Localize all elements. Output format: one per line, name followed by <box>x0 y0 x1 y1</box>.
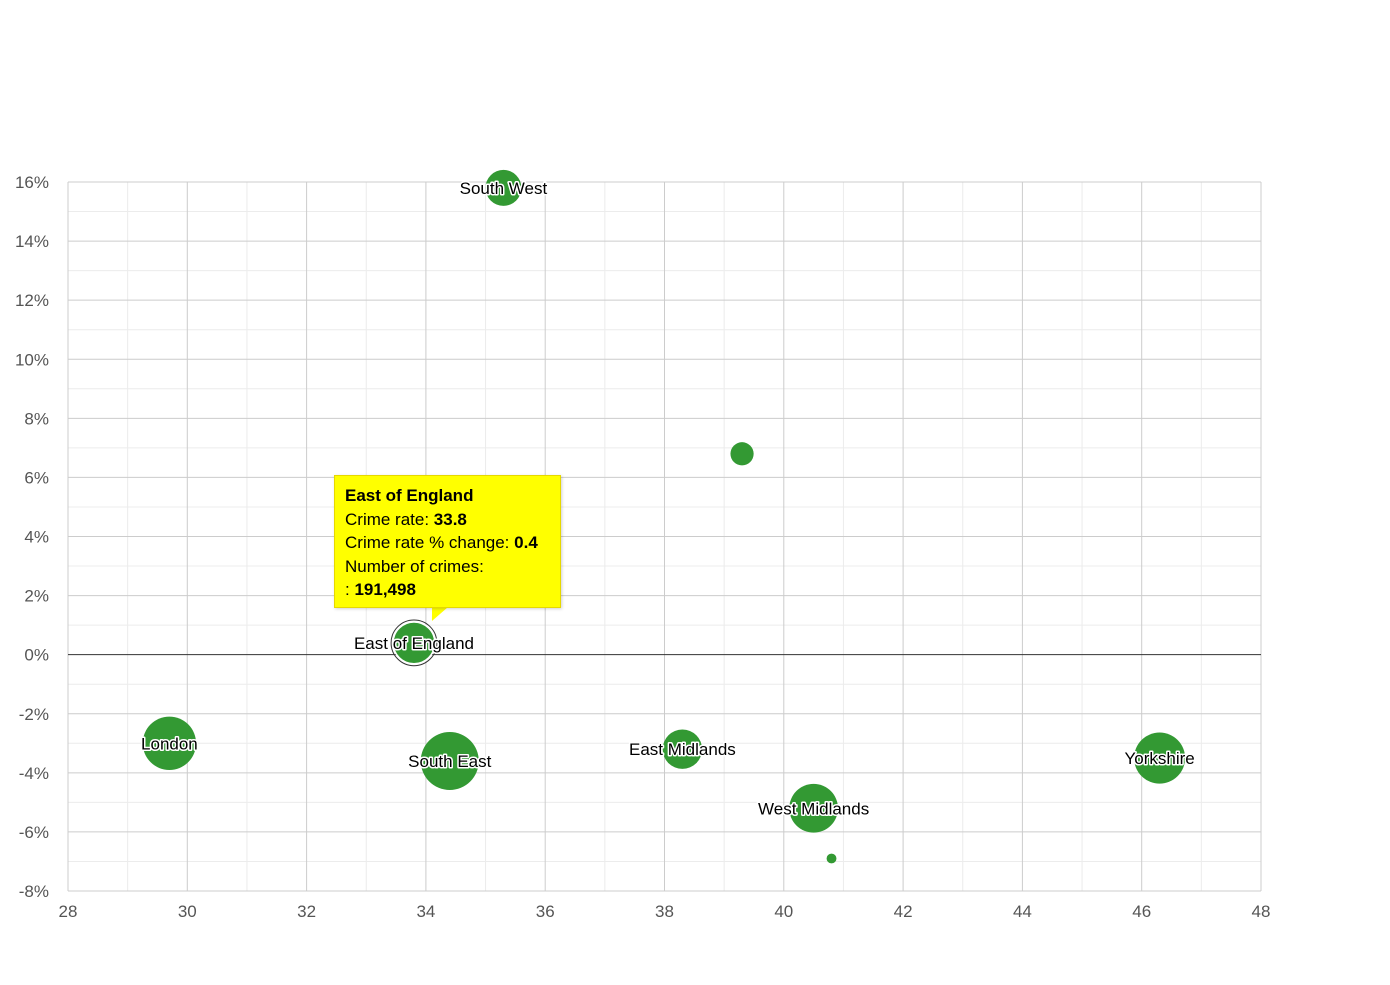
x-tick-label: 46 <box>1132 902 1151 921</box>
y-tick-label: -8% <box>19 882 49 901</box>
y-tick-label: 8% <box>24 409 49 428</box>
bubble <box>662 729 703 769</box>
bubble <box>826 853 837 864</box>
tooltip-crimes-prefix: : <box>345 580 355 599</box>
tooltip-crime-rate-value: 33.8 <box>433 509 467 529</box>
y-tick-label: 16% <box>15 173 49 192</box>
highlight-ring <box>390 619 438 667</box>
bubble-label: South West <box>460 179 548 198</box>
bubble-label: Yorkshire <box>1124 749 1194 768</box>
x-tick-label: 34 <box>416 902 435 921</box>
x-tick-label: 40 <box>774 902 793 921</box>
y-tick-label: 4% <box>24 528 49 547</box>
x-tick-label: 28 <box>59 902 78 921</box>
x-tick-label: 30 <box>178 902 197 921</box>
tooltip-change-value: 0.4 <box>514 533 538 552</box>
bubble-labels: South West East of England London South Eas… <box>140 177 1197 819</box>
major-gridlines <box>67 181 1262 892</box>
x-tick-label: 42 <box>894 902 913 921</box>
y-tick-label: -2% <box>19 705 49 724</box>
tooltip: East of England Crime rate: 33.8 Crime r… <box>334 475 561 608</box>
tooltip-crime-rate-label: Crime rate: <box>345 509 434 529</box>
x-tick-label: 32 <box>297 902 316 921</box>
bubble <box>1134 732 1186 784</box>
bubble-label: London <box>141 734 198 753</box>
y-axis-tick-labels: -8% -6% -4% -2% 0% 2% 4% 6% 8% 10% 12% 14% 16% <box>15 173 49 901</box>
bubble <box>420 732 479 791</box>
tooltip-change-label: Crime rate % change: <box>345 533 515 552</box>
y-tick-label: 14% <box>15 232 49 251</box>
y-tick-label: -4% <box>19 764 49 783</box>
x-tick-label: 36 <box>536 902 555 921</box>
bubble <box>789 783 838 833</box>
tooltip-title: East of England <box>345 486 474 505</box>
bubble-label: East Midlands <box>629 740 736 759</box>
y-tick-label: 12% <box>15 291 49 310</box>
x-tick-label: 44 <box>1013 902 1032 921</box>
tooltip-crimes-value: 191,498 <box>354 580 416 599</box>
y-tick-label: 10% <box>15 350 49 369</box>
x-tick-label: 38 <box>655 902 674 921</box>
bubble <box>392 621 436 665</box>
bubble <box>730 442 754 466</box>
bubble <box>485 169 522 206</box>
bubble <box>142 716 197 770</box>
bubbles <box>142 169 1186 864</box>
y-tick-label: 6% <box>24 468 49 487</box>
y-tick-label: 2% <box>24 587 49 606</box>
bubble-label: East of England <box>354 634 474 653</box>
bubble-label: West Midlands <box>758 799 869 818</box>
bubble-label: South East <box>408 752 491 771</box>
y-tick-label: 0% <box>24 646 49 665</box>
x-tick-label: 48 <box>1252 902 1271 921</box>
x-axis-tick-labels: 28 30 32 34 36 38 40 42 44 46 48 <box>59 902 1271 921</box>
tooltip-crimes-label: Number of crimes: <box>345 556 484 576</box>
y-tick-label: -6% <box>19 823 49 842</box>
